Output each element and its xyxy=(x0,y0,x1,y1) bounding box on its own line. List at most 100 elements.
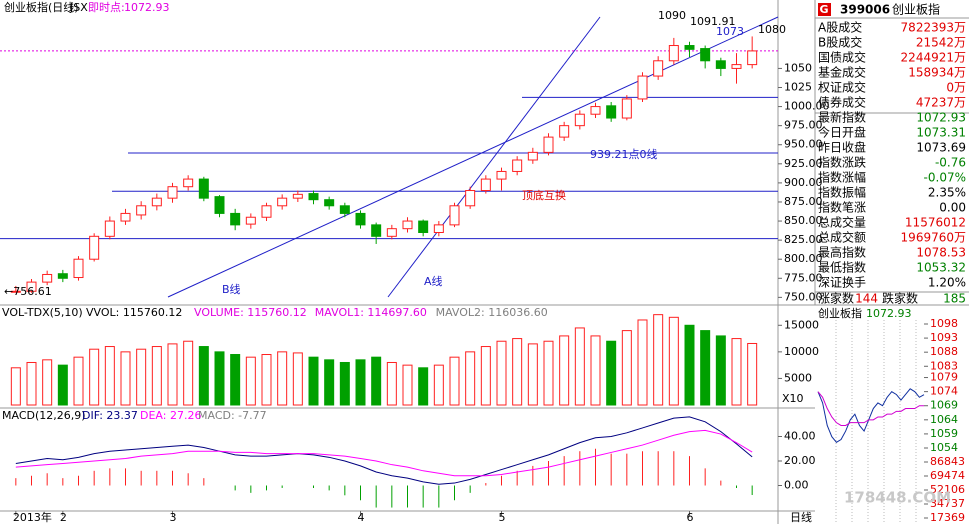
intraday-title: 创业板指 xyxy=(818,306,862,320)
volume-bar xyxy=(136,348,147,406)
quote-value: 47237万 xyxy=(916,96,966,110)
y-tick-label: 40.00 xyxy=(784,430,816,443)
candle-body xyxy=(10,290,21,293)
y-tick-label: 1025 xyxy=(784,81,812,94)
quote-value: 1.20% xyxy=(928,276,966,290)
volume-bar xyxy=(261,354,272,406)
candle-body xyxy=(339,205,350,214)
volume-bar xyxy=(684,324,695,406)
intraday-tick-label: 1059 xyxy=(930,427,958,440)
candle-body xyxy=(292,193,303,199)
chart-code: JSX xyxy=(69,1,88,14)
candle-body xyxy=(183,178,194,188)
x-tick-label: 6 xyxy=(687,511,694,524)
volume-bar xyxy=(151,346,162,406)
y-tick-label: 5000 xyxy=(784,371,812,384)
quote-label: 总成交量 xyxy=(818,215,866,230)
candle-body xyxy=(590,106,601,115)
quote-code: 399006 xyxy=(840,3,890,17)
quote-value: 1072.93 xyxy=(916,111,966,125)
candle-body xyxy=(104,220,115,237)
down-count: 185 xyxy=(943,292,966,306)
annotation: ←756.61 xyxy=(4,285,52,298)
volume-bar xyxy=(465,351,476,406)
y-tick-label: 800.00 xyxy=(784,252,823,265)
quote-label: 最低指数 xyxy=(818,260,866,275)
legend-entry: MAVOL1: 114697.60 xyxy=(315,306,427,319)
candle-body xyxy=(402,220,413,230)
quote-label: A股成交 xyxy=(818,20,862,35)
quote-label: 指数笔涨 xyxy=(818,200,866,215)
x-tick-label: 5 xyxy=(499,511,506,524)
quote-label: 深证换手 xyxy=(818,276,866,290)
volume-bar xyxy=(167,343,178,406)
volume-bar xyxy=(637,319,648,406)
x-tick-label: 3 xyxy=(170,511,177,524)
volume-bar xyxy=(245,356,256,406)
volume-bar xyxy=(371,356,382,406)
intraday-line xyxy=(817,391,924,426)
legend-entry: VVOL: 115760.12 xyxy=(86,306,182,319)
quote-value: 11576012 xyxy=(905,216,966,230)
intraday-last: 1072.93 xyxy=(866,307,912,320)
candle-body xyxy=(371,224,382,237)
candle-body xyxy=(277,197,288,207)
candle-body xyxy=(574,113,585,127)
volume-bar xyxy=(433,364,444,406)
candle-body xyxy=(261,205,272,218)
candle-body xyxy=(214,196,225,214)
watermark: 178448.COM xyxy=(844,489,951,507)
annotation: A线 xyxy=(424,274,443,288)
candle-body xyxy=(308,193,319,201)
intraday-line xyxy=(817,388,925,444)
intraday-vol-label: 34737 xyxy=(930,497,965,510)
candle-body xyxy=(543,136,554,153)
legend-entry: VOLUME: 115760.12 xyxy=(194,306,307,319)
down-label: 跌家数 xyxy=(882,291,918,306)
volume-bar xyxy=(700,330,711,406)
quote-value: 1073.69 xyxy=(916,141,966,155)
intraday-tick-label: 1069 xyxy=(930,399,958,412)
macd-line xyxy=(15,429,753,477)
quote-value: 1053.32 xyxy=(916,261,966,275)
y-tick-label: 775.00 xyxy=(784,271,823,284)
candle-body xyxy=(42,273,53,283)
candle-body xyxy=(559,125,570,138)
volume-bar xyxy=(339,361,350,406)
quote-label: 国债成交 xyxy=(818,50,866,65)
annotation: 939.21点0线 xyxy=(590,147,658,161)
quote-label: B股成交 xyxy=(818,35,862,50)
candle-body xyxy=(355,212,366,226)
candle-body xyxy=(465,190,476,207)
quote-value: 0万 xyxy=(946,81,966,95)
y-tick-label: 975.00 xyxy=(784,119,823,132)
quote-value: -0.07% xyxy=(924,171,966,185)
candle-body xyxy=(449,205,460,226)
volume-bar xyxy=(590,335,601,406)
up-count: 144 xyxy=(855,292,878,306)
last-label: 即时点: xyxy=(88,1,125,14)
quote-label: 基金成交 xyxy=(818,65,866,80)
quote-label: 今日开盘 xyxy=(818,125,866,140)
intraday-tick-label: 1054 xyxy=(930,441,958,454)
candle-body xyxy=(324,199,335,207)
quote-label: 指数涨跌 xyxy=(818,155,866,170)
volume-bar xyxy=(10,367,21,406)
intraday-tick-label: 1083 xyxy=(930,359,958,372)
y-tick-label: 20.00 xyxy=(784,454,816,467)
x-tick-label: 4 xyxy=(358,511,365,524)
period-label: 日线 xyxy=(790,510,812,524)
y-tick-label: 825.00 xyxy=(784,233,823,246)
annotation: 顶底互换 xyxy=(522,188,566,202)
volume-bar xyxy=(574,327,585,406)
volume-bar xyxy=(606,340,617,406)
badge-box xyxy=(818,3,831,16)
volume-bar xyxy=(543,340,554,406)
volume-bar xyxy=(120,351,131,406)
candle-body xyxy=(418,220,429,233)
candle-body xyxy=(26,281,37,292)
